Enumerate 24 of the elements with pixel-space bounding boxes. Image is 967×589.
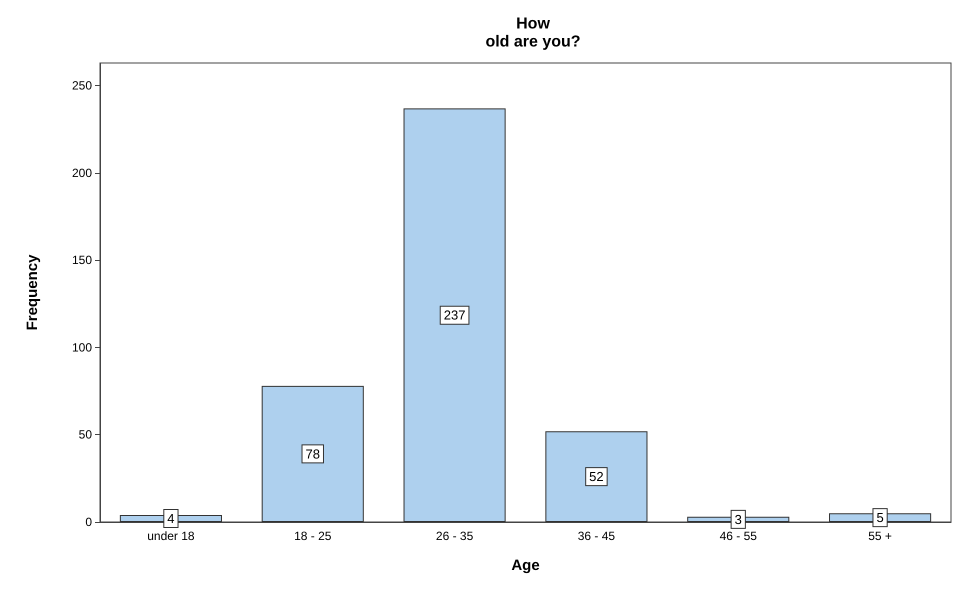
x-axis-title: Age [511,557,540,574]
x-tick-label: 46 - 55 [720,529,758,543]
x-tick-label: under 18 [147,529,195,543]
data-label: 3 [734,512,742,527]
x-tick-label: 18 - 25 [294,529,332,543]
data-label: 78 [306,446,320,462]
y-tick-label: 200 [72,166,92,180]
bar [404,108,506,522]
y-tick-label: 0 [85,515,92,529]
y-axis-title: Frequency [24,254,41,330]
y-tick-label: 100 [72,340,92,354]
data-label: 52 [589,469,604,484]
bar [545,431,648,522]
y-tick-label: 150 [72,253,92,268]
x-tick-label: 26 - 35 [436,529,474,543]
y-tick-label: 50 [78,428,92,442]
data-label: 237 [444,308,466,323]
x-tick-label: 55 + [868,529,892,543]
x-tick-label: 36 - 45 [578,529,616,543]
y-tick-label: 250 [72,78,92,93]
bar [262,386,364,522]
chart-title: How old are you? [485,16,581,50]
data-label: 5 [876,510,884,526]
data-label: 4 [167,511,175,526]
